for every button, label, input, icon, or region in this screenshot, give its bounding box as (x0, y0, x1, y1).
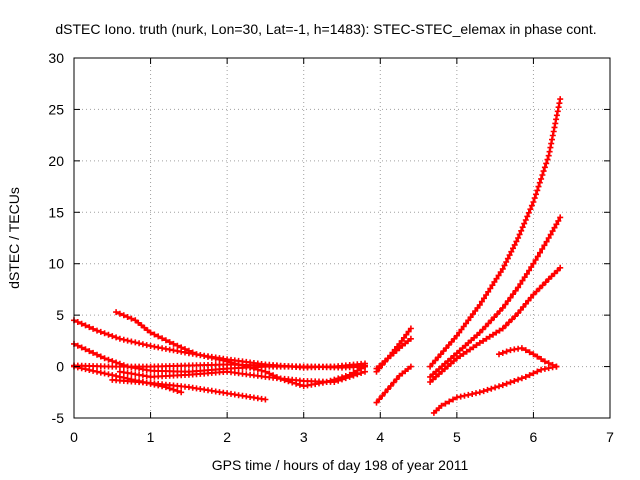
y-tick-label: 0 (56, 359, 64, 375)
y-tick-label: 5 (56, 307, 64, 323)
y-tick-label: -5 (52, 410, 65, 426)
x-tick-label: 6 (530, 429, 538, 445)
series-line (429, 98, 562, 368)
series-13 (427, 264, 564, 385)
series-14 (430, 363, 560, 416)
y-tick-label: 25 (48, 101, 64, 117)
series-points (427, 214, 564, 380)
chart-title: dSTEC Iono. truth (nurk, Lon=30, Lat=-1,… (55, 21, 596, 37)
series-15 (496, 345, 560, 370)
y-tick-label: 20 (48, 153, 64, 169)
y-axis-label: dSTEC / TECUs (6, 187, 22, 289)
series-points (373, 335, 414, 372)
series-7 (113, 309, 368, 390)
series-points (373, 363, 414, 406)
series-points (109, 376, 269, 403)
x-tick-label: 4 (376, 429, 384, 445)
y-tick-label: 30 (48, 50, 64, 66)
series-12 (427, 214, 564, 380)
series-points (427, 96, 564, 370)
series-6 (109, 376, 269, 403)
x-axis-label: GPS time / hours of day 198 of year 2011 (212, 457, 469, 473)
x-tick-label: 0 (70, 429, 78, 445)
series-line (115, 311, 366, 388)
series-points (430, 363, 560, 416)
x-tick-label: 2 (223, 429, 231, 445)
y-tick-label: 10 (48, 256, 64, 272)
axis-ticks: 0 1 2 3 4 5 6 7 -5 0 5 10 15 20 25 30 (48, 50, 614, 445)
series-line (429, 216, 562, 378)
plot-frame (73, 57, 611, 419)
plot-area (71, 96, 564, 416)
series-points (496, 345, 560, 370)
x-tick-label: 3 (300, 429, 308, 445)
series-11 (427, 96, 564, 370)
y-tick-label: 15 (48, 204, 64, 220)
series-points (427, 264, 564, 385)
x-tick-label: 7 (606, 429, 614, 445)
x-tick-label: 1 (147, 429, 155, 445)
series-9 (373, 335, 414, 372)
series-points (113, 309, 368, 390)
x-tick-label: 5 (453, 429, 461, 445)
series-10 (373, 363, 414, 406)
